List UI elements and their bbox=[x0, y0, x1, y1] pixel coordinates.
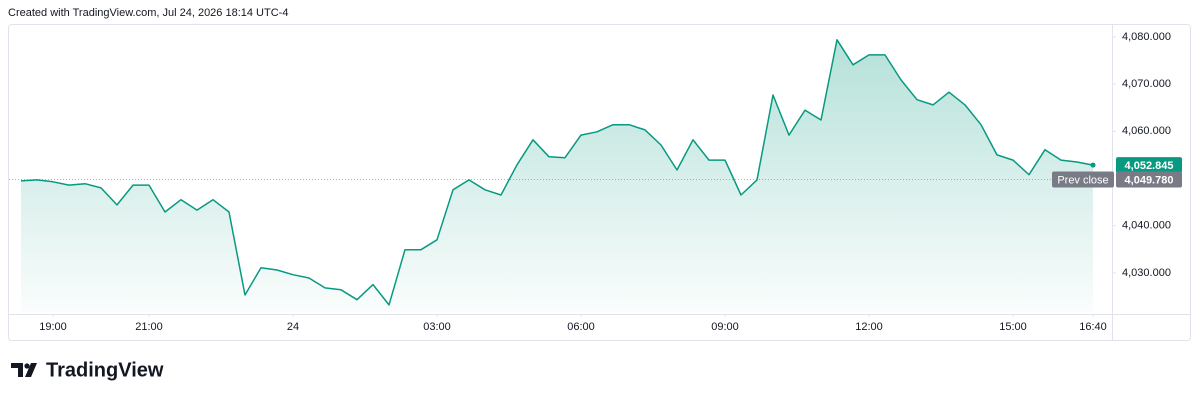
x-tick-label: 19:00 bbox=[39, 321, 67, 333]
x-tick-label: 03:00 bbox=[423, 321, 451, 333]
area-fill bbox=[21, 39, 1093, 313]
brand-text: TradingView bbox=[46, 359, 164, 381]
x-tick-label: 15:00 bbox=[999, 321, 1027, 333]
prev-close-name: Prev close bbox=[1057, 174, 1108, 186]
prev-close-name-tag bbox=[1052, 171, 1114, 188]
last-price-label: 4,052.845 bbox=[1125, 160, 1174, 172]
chart-frame bbox=[8, 24, 1191, 341]
prev-close-label: 4,049.780 bbox=[1125, 174, 1174, 186]
header-text: Created with TradingView.com, Jul 24, 20… bbox=[8, 7, 288, 19]
y-tick-label: 4,040.000 bbox=[1122, 220, 1171, 232]
last-point bbox=[1090, 162, 1096, 168]
x-tick-label: 09:00 bbox=[711, 321, 739, 333]
x-tick-label: 06:00 bbox=[567, 321, 595, 333]
y-tick-label: 4,060.000 bbox=[1122, 125, 1171, 137]
x-tick-label: 16:40 bbox=[1079, 321, 1107, 333]
brand-logo bbox=[11, 363, 37, 377]
x-tick-label: 12:00 bbox=[855, 321, 883, 333]
y-tick-label: 4,030.000 bbox=[1122, 267, 1171, 279]
prev-close-tag bbox=[1116, 171, 1182, 188]
x-tick-label: 24 bbox=[287, 321, 299, 333]
y-tick-label: 4,080.000 bbox=[1122, 31, 1171, 43]
last-price-tag bbox=[1116, 157, 1182, 174]
price-line bbox=[20, 39, 1094, 306]
x-tick-label: 21:00 bbox=[135, 321, 163, 333]
y-tick-label: 4,070.000 bbox=[1122, 78, 1171, 90]
